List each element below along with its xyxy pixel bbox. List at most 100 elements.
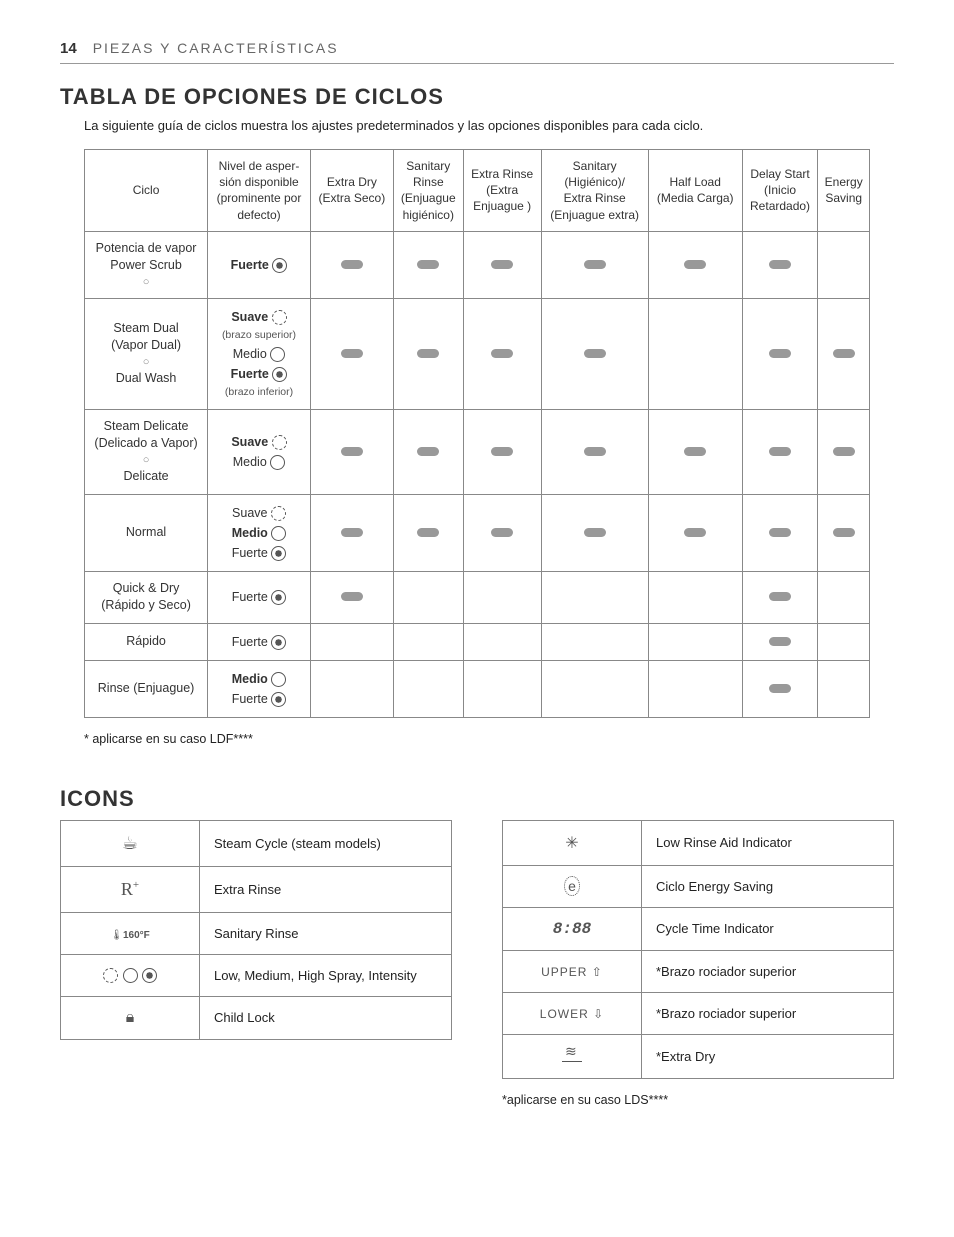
icon-label-cell: Child Lock	[200, 996, 452, 1039]
column-header: EnergySaving	[818, 150, 870, 232]
led-indicator-icon	[491, 349, 513, 358]
icon-symbol-cell: LOWER ⇩	[503, 992, 642, 1034]
option-cell	[742, 571, 818, 623]
option-cell	[648, 660, 742, 717]
icon-row: 🌡160°FSanitary Rinse	[61, 912, 452, 954]
column-header: Extra Dry(Extra Seco)	[310, 150, 393, 232]
led-indicator-icon	[684, 528, 706, 537]
option-cell	[818, 299, 870, 410]
icon-label-cell: Extra Rinse	[200, 866, 452, 912]
led-indicator-icon	[417, 447, 439, 456]
spray-level-cell: Fuerte	[208, 231, 311, 298]
option-cell	[648, 409, 742, 494]
icons-title: ICONS	[60, 786, 894, 812]
option-cell	[463, 623, 541, 660]
led-indicator-icon	[769, 592, 791, 601]
led-indicator-icon	[584, 349, 606, 358]
cycle-name-cell: Rápido	[85, 623, 208, 660]
option-cell	[463, 494, 541, 571]
column-header: Nivel de asper-sión disponible(prominent…	[208, 150, 311, 232]
option-cell	[541, 623, 648, 660]
option-cell	[393, 494, 463, 571]
page-header: 14 PIEZAS Y CARACTERÍSTICAS	[60, 40, 894, 64]
column-header: Ciclo	[85, 150, 208, 232]
spray-level-cell: Fuerte	[208, 623, 311, 660]
spray-level-cell: Suave Medio Fuerte	[208, 494, 311, 571]
option-cell	[541, 494, 648, 571]
table-row: Rinse (Enjuague)Medio Fuerte	[85, 660, 870, 717]
cycle-name-cell: Steam Delicate(Delicado a Vapor)○Delicat…	[85, 409, 208, 494]
icon-label-cell: Sanitary Rinse	[200, 912, 452, 954]
icon-row: LOWER ⇩*Brazo rociador superior	[503, 992, 894, 1034]
icon-label-cell: *Brazo rociador superior	[642, 950, 894, 992]
option-cell	[541, 409, 648, 494]
icons-section: ☕︎Steam Cycle (steam models)R+Extra Rins…	[60, 820, 894, 1107]
icon-label-cell: *Extra Dry	[642, 1034, 894, 1078]
option-cell	[393, 623, 463, 660]
icon-row: ☕︎Steam Cycle (steam models)	[61, 820, 452, 866]
icon-symbol-cell: 🌡160°F	[61, 912, 200, 954]
option-cell	[541, 299, 648, 410]
led-indicator-icon	[491, 447, 513, 456]
option-cell	[463, 660, 541, 717]
page-number: 14	[60, 40, 77, 57]
led-indicator-icon	[684, 260, 706, 269]
icon-symbol-cell: UPPER ⇧	[503, 950, 642, 992]
icon-label-cell: Low Rinse Aid Indicator	[642, 820, 894, 865]
spray-level-cell: Suave Medio	[208, 409, 311, 494]
led-indicator-icon	[491, 528, 513, 537]
option-cell	[310, 660, 393, 717]
led-indicator-icon	[341, 447, 363, 456]
led-indicator-icon	[833, 349, 855, 358]
option-cell	[393, 231, 463, 298]
icon-row: *Extra Dry	[503, 1034, 894, 1078]
option-cell	[742, 494, 818, 571]
icon-label-cell: Cycle Time Indicator	[642, 907, 894, 950]
icon-row: 🔒︎Child Lock	[61, 996, 452, 1039]
icon-symbol-cell: ✳︎	[503, 820, 642, 865]
led-indicator-icon	[769, 447, 791, 456]
table-row: Steam Delicate(Delicado a Vapor)○Delicat…	[85, 409, 870, 494]
led-indicator-icon	[769, 637, 791, 646]
icon-row: UPPER ⇧*Brazo rociador superior	[503, 950, 894, 992]
led-indicator-icon	[491, 260, 513, 269]
icon-row: 8:88Cycle Time Indicator	[503, 907, 894, 950]
cycle-options-table: CicloNivel de asper-sión disponible(prom…	[84, 149, 870, 718]
icon-row: Low, Medium, High Spray, Intensity	[61, 954, 452, 996]
option-cell	[818, 231, 870, 298]
option-cell	[742, 409, 818, 494]
icon-symbol-cell: e	[503, 865, 642, 907]
led-indicator-icon	[684, 447, 706, 456]
led-indicator-icon	[341, 349, 363, 358]
option-cell	[648, 571, 742, 623]
led-indicator-icon	[769, 684, 791, 693]
option-cell	[310, 299, 393, 410]
option-cell	[818, 494, 870, 571]
led-indicator-icon	[833, 528, 855, 537]
led-indicator-icon	[769, 528, 791, 537]
section-title: TABLA DE OPCIONES DE CICLOS	[60, 84, 894, 110]
spray-level-cell: Suave (brazo superior)Medio Fuerte (braz…	[208, 299, 311, 410]
spray-level-cell: Fuerte	[208, 571, 311, 623]
option-cell	[393, 660, 463, 717]
icons-footnote: *aplicarse en su caso LDS****	[502, 1093, 894, 1107]
option-cell	[310, 623, 393, 660]
table-row: Quick & Dry(Rápido y Seco)Fuerte	[85, 571, 870, 623]
icon-row: ✳︎Low Rinse Aid Indicator	[503, 820, 894, 865]
icon-label-cell: Steam Cycle (steam models)	[200, 820, 452, 866]
option-cell	[742, 299, 818, 410]
icon-symbol-cell: R+	[61, 866, 200, 912]
option-cell	[541, 571, 648, 623]
icons-table-right: ✳︎Low Rinse Aid IndicatoreCiclo Energy S…	[502, 820, 894, 1079]
icon-symbol-cell: ☕︎	[61, 820, 200, 866]
option-cell	[310, 571, 393, 623]
option-cell	[818, 660, 870, 717]
option-cell	[541, 660, 648, 717]
option-cell	[463, 231, 541, 298]
option-cell	[463, 409, 541, 494]
page-section-title: PIEZAS Y CARACTERÍSTICAS	[93, 40, 339, 56]
cycle-name-cell: Quick & Dry(Rápido y Seco)	[85, 571, 208, 623]
column-header: Sanitary(Higiénico)/Extra Rinse(Enjuague…	[541, 150, 648, 232]
led-indicator-icon	[341, 592, 363, 601]
option-cell	[393, 409, 463, 494]
